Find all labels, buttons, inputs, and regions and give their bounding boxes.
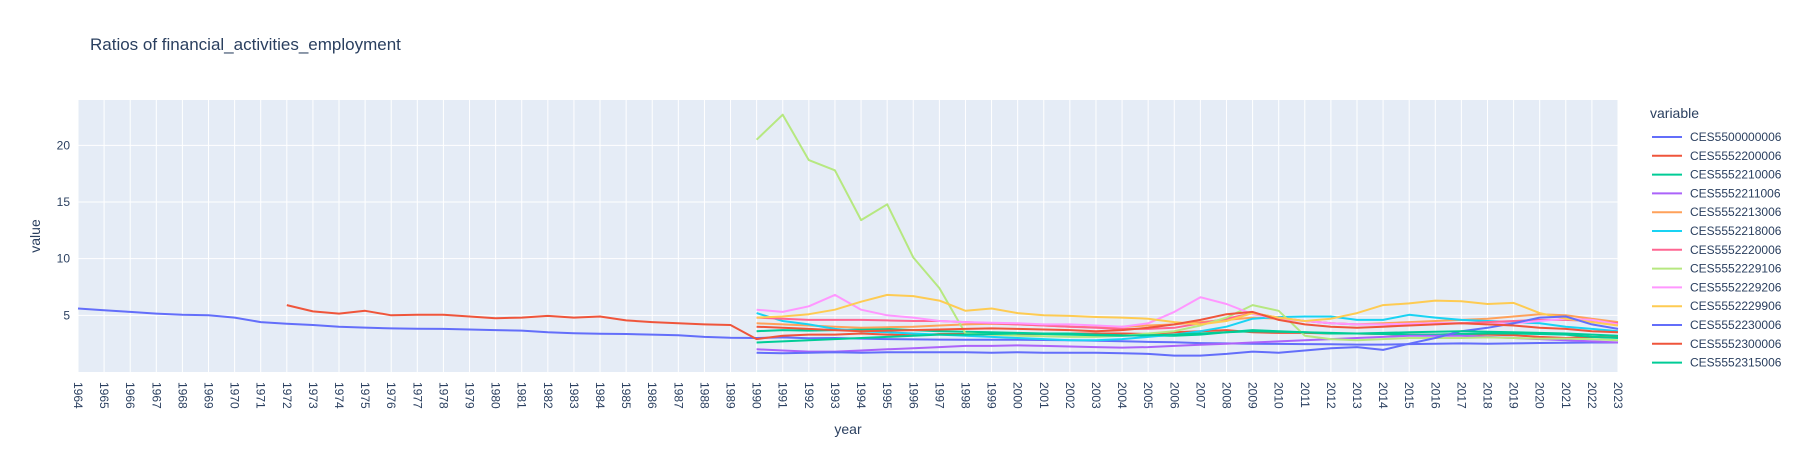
y-axis-ticks: 5 10 15 20 — [57, 138, 71, 322]
x-tick-label: 1964 — [71, 382, 85, 409]
x-tick-label: 1971 — [254, 382, 268, 409]
x-tick-label: 1986 — [645, 382, 659, 409]
legend-entry[interactable]: CES5552229206 — [1690, 280, 1782, 294]
series-line-CES5552229106 — [755, 113, 1619, 342]
x-tick-label: 2010 — [1272, 382, 1286, 409]
legend-entry[interactable]: CES5552220006 — [1690, 243, 1782, 257]
x-tick-label: 2019 — [1507, 382, 1521, 409]
x-tick-label: 2008 — [1219, 382, 1233, 409]
series-line-CES5552315006 — [756, 330, 1619, 344]
x-tick-label: 1995 — [880, 382, 894, 409]
x-tick-label: 2021 — [1559, 382, 1573, 409]
x-tick-label: 1975 — [358, 382, 372, 409]
x-tick-label: 1999 — [985, 382, 999, 409]
x-tick-label: 1989 — [724, 382, 738, 409]
legend-entry[interactable]: CES5552213006 — [1690, 205, 1782, 219]
x-axis-title: year — [834, 421, 862, 437]
x-tick-label: 1997 — [932, 382, 946, 409]
chart-title: Ratios of financial_activities_employmen… — [90, 35, 401, 54]
x-tick-label: 1967 — [149, 382, 163, 409]
x-tick-label: 2015 — [1402, 382, 1416, 409]
x-tick-label: 2009 — [1246, 382, 1260, 409]
x-tick-label: 2022 — [1585, 382, 1599, 409]
x-tick-label: 2000 — [1011, 382, 1025, 409]
legend-entry[interactable]: CES5552229906 — [1690, 299, 1782, 313]
x-tick-label: 1979 — [463, 382, 477, 409]
x-tick-label: 1968 — [175, 382, 189, 409]
x-tick-label: 2011 — [1298, 382, 1312, 408]
x-tick-label: 1969 — [202, 382, 216, 409]
y-tick-label: 20 — [57, 138, 71, 152]
x-tick-label: 2003 — [1089, 382, 1103, 409]
x-tick-label: 1966 — [123, 382, 137, 409]
x-tick-label: 1996 — [906, 382, 920, 409]
x-tick-label: 1982 — [541, 382, 555, 409]
x-tick-label: 1983 — [567, 382, 581, 409]
y-axis-title: value — [27, 219, 43, 253]
x-tick-label: 1977 — [410, 382, 424, 409]
x-tick-label: 1972 — [280, 382, 294, 409]
x-tick-label: 1992 — [802, 382, 816, 409]
series-line-CES5552218006 — [756, 312, 1619, 342]
x-tick-label: 2006 — [1167, 382, 1181, 409]
x-tick-label: 1976 — [384, 382, 398, 409]
series-line-CES5552211006 — [756, 334, 1619, 353]
x-tick-label: 1988 — [697, 382, 711, 409]
x-tick-label: 2020 — [1533, 382, 1547, 409]
legend-entry[interactable]: CES5552229106 — [1690, 262, 1782, 276]
x-tick-label: 2017 — [1454, 382, 1468, 409]
legend-entry[interactable]: CES5552211006 — [1690, 186, 1781, 200]
legend-entry[interactable]: CES5552300006 — [1690, 337, 1782, 351]
y-tick-label: 5 — [63, 308, 70, 322]
x-tick-label: 2007 — [1193, 382, 1207, 409]
x-tick-label: 2012 — [1324, 382, 1338, 409]
x-tick-label: 1978 — [436, 382, 450, 409]
x-tick-label: 1987 — [671, 382, 685, 409]
legend: CES5500000006 CES5552200006 CES5552210006 C… — [1652, 130, 1782, 370]
x-tick-label: 2004 — [1115, 382, 1129, 409]
x-tick-label: 1993 — [828, 382, 842, 409]
series-line-CES5552220006 — [756, 312, 1619, 330]
series-line-CES5552230006 — [756, 315, 1619, 357]
legend-entry[interactable]: CES5552315006 — [1690, 356, 1782, 370]
x-tick-label: 2005 — [1141, 382, 1155, 409]
series-layer — [77, 113, 1619, 357]
x-tick-label: 2023 — [1611, 382, 1625, 409]
x-tick-label: 1990 — [750, 382, 764, 409]
x-tick-label: 2001 — [1037, 382, 1051, 409]
legend-entry[interactable]: CES5552210006 — [1690, 168, 1782, 182]
x-axis-ticks: 1964 1965 1966 1967 1968 1969 1970 1971 1972 1973… — [71, 382, 1625, 409]
x-tick-label: 1973 — [306, 382, 320, 409]
y-tick-label: 10 — [57, 252, 71, 266]
x-tick-label: 1974 — [332, 382, 346, 409]
x-tick-label: 2014 — [1376, 382, 1390, 409]
x-tick-label: 1994 — [854, 382, 868, 409]
x-tick-label: 1985 — [619, 382, 633, 409]
x-tick-label: 2016 — [1428, 382, 1442, 409]
y-tick-label: 15 — [57, 195, 71, 209]
series-line-CES5552229906 — [756, 293, 1619, 327]
x-tick-label: 2013 — [1350, 382, 1364, 409]
legend-entry[interactable]: CES5552218006 — [1690, 224, 1782, 238]
legend-entry[interactable]: CES5552200006 — [1690, 149, 1782, 163]
x-tick-label: 1998 — [958, 382, 972, 409]
series-line-CES5552300006 — [756, 310, 1619, 334]
x-tick-label: 1991 — [776, 382, 790, 409]
x-tick-label: 2002 — [1063, 382, 1077, 409]
x-tick-label: 1984 — [593, 382, 607, 409]
legend-entry[interactable]: CES5552230006 — [1690, 318, 1782, 332]
x-tick-label: 2018 — [1480, 382, 1494, 409]
x-tick-label: 1980 — [489, 382, 503, 409]
legend-entry[interactable]: CES5500000006 — [1690, 130, 1782, 144]
x-tick-label: 1981 — [515, 382, 529, 409]
legend-title: variable — [1650, 105, 1699, 121]
x-tick-label: 1965 — [97, 382, 111, 409]
x-tick-label: 1970 — [228, 382, 242, 409]
